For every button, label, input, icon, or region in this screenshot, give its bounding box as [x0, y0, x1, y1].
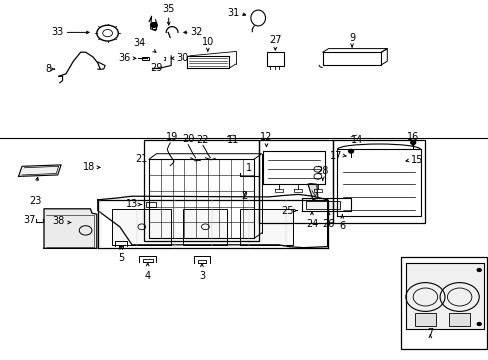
Text: 14: 14	[350, 135, 363, 145]
Text: 38: 38	[53, 216, 65, 226]
Text: 20: 20	[182, 134, 194, 144]
Circle shape	[150, 23, 156, 27]
Text: 32: 32	[190, 27, 203, 37]
Text: 23: 23	[29, 196, 41, 206]
Text: 12: 12	[260, 132, 272, 142]
Bar	[68, 221, 77, 224]
Text: 10: 10	[201, 37, 214, 47]
Text: 15: 15	[410, 155, 422, 165]
Bar	[145, 202, 156, 207]
Text: 4: 4	[144, 271, 150, 281]
Text: 37: 37	[23, 215, 35, 225]
Circle shape	[348, 149, 353, 153]
Text: 3: 3	[199, 271, 204, 281]
Polygon shape	[19, 165, 61, 176]
Text: 9: 9	[348, 33, 354, 43]
Bar	[332, 140, 425, 223]
Bar	[239, 209, 293, 245]
Polygon shape	[307, 184, 317, 200]
Polygon shape	[405, 263, 483, 329]
Text: 28: 28	[316, 166, 328, 176]
Bar	[112, 209, 171, 245]
Circle shape	[476, 323, 480, 325]
Text: 34: 34	[133, 38, 145, 48]
Text: 11: 11	[226, 135, 239, 145]
Bar	[266, 52, 283, 66]
Text: 29: 29	[150, 63, 163, 73]
Circle shape	[410, 141, 415, 144]
Text: 24: 24	[305, 219, 318, 229]
Text: 13: 13	[125, 199, 138, 210]
Bar	[305, 201, 339, 209]
Text: 18: 18	[83, 162, 95, 172]
Text: 17: 17	[329, 150, 342, 161]
Bar	[259, 140, 332, 223]
Bar	[183, 209, 227, 245]
Text: 31: 31	[227, 8, 239, 18]
Text: 27: 27	[268, 35, 281, 45]
Text: 1: 1	[246, 163, 252, 173]
Bar	[414, 313, 435, 326]
Text: 19: 19	[165, 132, 178, 142]
Text: 30: 30	[176, 53, 188, 63]
Text: 7: 7	[427, 328, 432, 338]
Bar	[144, 140, 259, 241]
Text: 25: 25	[280, 206, 293, 216]
Bar	[400, 257, 486, 349]
Text: 26: 26	[322, 219, 334, 229]
Text: 36: 36	[119, 53, 131, 63]
Text: 8: 8	[45, 64, 51, 74]
Polygon shape	[44, 209, 97, 248]
Text: 16: 16	[406, 132, 419, 142]
Text: 21: 21	[135, 154, 147, 164]
Text: 2: 2	[241, 191, 247, 201]
Text: 5: 5	[118, 253, 124, 263]
Text: 22: 22	[196, 135, 209, 145]
Circle shape	[476, 269, 480, 271]
Bar	[142, 57, 148, 60]
Text: 6: 6	[339, 221, 345, 231]
Text: 33: 33	[51, 27, 63, 37]
Bar	[448, 313, 469, 326]
Text: 35: 35	[162, 4, 175, 14]
